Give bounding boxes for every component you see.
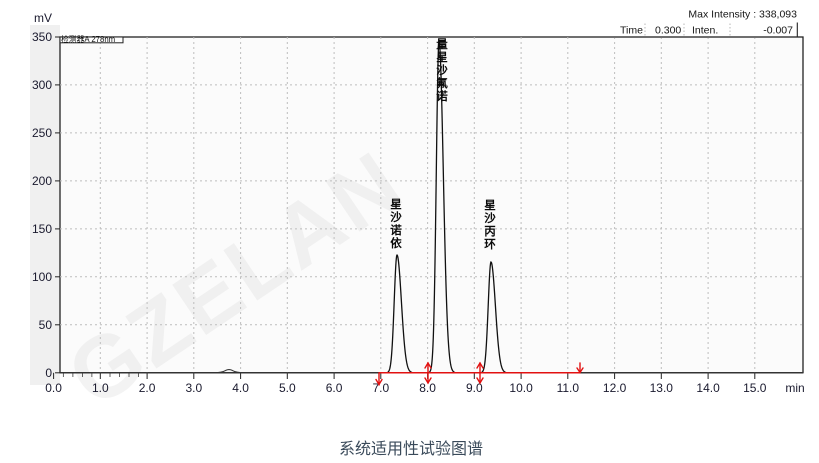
svg-text:13.0: 13.0: [650, 381, 674, 395]
svg-text:Inten.: Inten.: [692, 25, 718, 37]
svg-text:12.0: 12.0: [603, 381, 627, 395]
svg-text:诺: 诺: [390, 223, 402, 237]
svg-text:沙: 沙: [390, 211, 402, 224]
svg-text:10.0: 10.0: [509, 381, 533, 395]
svg-text:1.0: 1.0: [92, 381, 109, 395]
svg-text:0: 0: [45, 366, 52, 380]
svg-text:Max Intensity : 338,093: Max Intensity : 338,093: [688, 9, 797, 21]
svg-text:4.0: 4.0: [232, 381, 249, 395]
svg-text:14.0: 14.0: [696, 381, 720, 395]
svg-text:-0.007: -0.007: [763, 25, 793, 37]
svg-text:丙: 丙: [484, 225, 496, 238]
svg-text:7.0: 7.0: [372, 381, 389, 395]
svg-text:150: 150: [32, 222, 52, 236]
svg-text:min: min: [785, 381, 804, 395]
svg-text:沙: 沙: [436, 64, 448, 77]
svg-text:星: 星: [484, 199, 496, 212]
svg-text:氟: 氟: [436, 76, 448, 90]
svg-text:2.0: 2.0: [139, 381, 156, 395]
svg-text:11.0: 11.0: [557, 381, 580, 395]
svg-text:系统适用性试验图谱: 系统适用性试验图谱: [339, 440, 483, 458]
svg-text:星: 星: [436, 51, 448, 64]
svg-text:50: 50: [39, 318, 53, 332]
svg-text:5.0: 5.0: [279, 381, 296, 395]
svg-text:0.300: 0.300: [655, 25, 681, 37]
svg-text:依: 依: [390, 236, 402, 250]
svg-text:6.0: 6.0: [326, 381, 343, 395]
svg-text:350: 350: [32, 30, 52, 44]
svg-text:环: 环: [484, 238, 496, 251]
svg-text:星: 星: [390, 198, 402, 211]
svg-text:诺: 诺: [436, 89, 448, 103]
svg-text:检测器A 278nm: 检测器A 278nm: [61, 34, 115, 44]
svg-text:0.0: 0.0: [45, 381, 62, 395]
svg-text:量: 量: [436, 37, 448, 51]
svg-text:300: 300: [32, 78, 52, 92]
svg-text:沙: 沙: [484, 212, 496, 225]
svg-text:100: 100: [32, 270, 52, 284]
svg-text:200: 200: [32, 174, 52, 188]
svg-text:3.0: 3.0: [185, 381, 202, 395]
svg-text:Time: Time: [620, 25, 643, 37]
svg-text:15.0: 15.0: [743, 381, 767, 395]
svg-text:mV: mV: [34, 11, 52, 25]
svg-text:250: 250: [32, 126, 52, 140]
